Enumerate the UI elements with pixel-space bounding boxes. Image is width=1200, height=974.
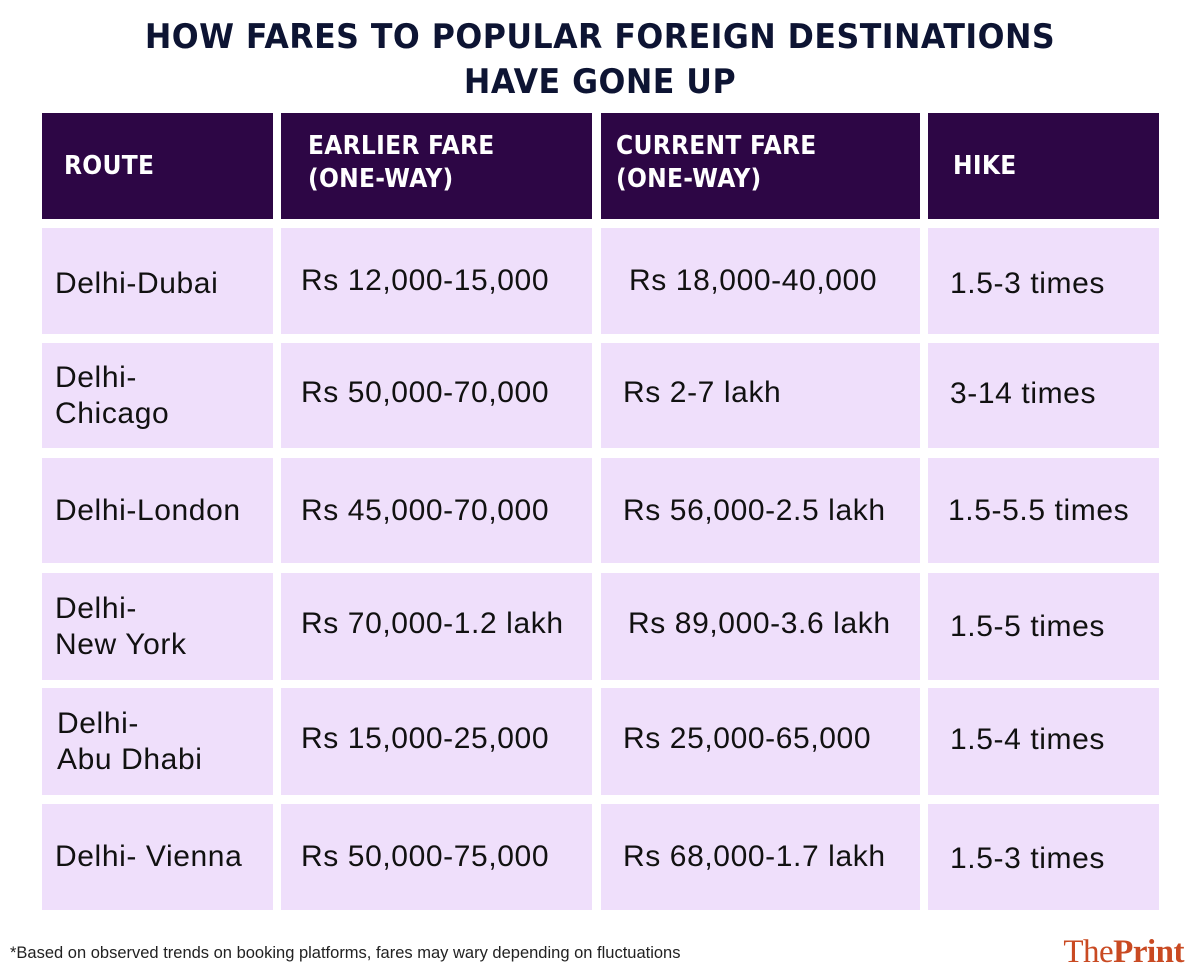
- table-row-current: Rs 18,000-40,000: [601, 228, 920, 334]
- route-text: Delhi- New York: [55, 591, 187, 661]
- header-route-label: ROUTE: [64, 150, 155, 181]
- current-fare-text: Rs 18,000-40,000: [629, 264, 878, 297]
- current-fare-text: Rs 2-7 lakh: [623, 375, 782, 409]
- logo-print: Print: [1113, 934, 1184, 970]
- hike-text: 1.5-5 times: [950, 609, 1105, 643]
- hike-text: 1.5-3 times: [950, 842, 1105, 875]
- earlier-fare-text: Rs 70,000-1.2 lakh: [301, 606, 564, 640]
- table-row-hike: 1.5-3 times: [928, 804, 1159, 910]
- table-row-hike: 1.5-5 times: [928, 573, 1159, 680]
- route-text: Delhi- Chicago: [55, 360, 170, 430]
- header-earlier-fare-label: EARLIER FARE (ONE-WAY): [308, 131, 495, 194]
- header-current-fare-label: CURRENT FARE (ONE-WAY): [616, 131, 817, 194]
- current-fare-text: Rs 56,000-2.5 lakh: [623, 493, 886, 527]
- earlier-fare-text: Rs 45,000-70,000: [301, 493, 550, 527]
- header-current-fare: CURRENT FARE (ONE-WAY): [601, 113, 920, 219]
- header-hike: HIKE: [928, 113, 1159, 219]
- table-row-earlier: Rs 45,000-70,000: [281, 458, 592, 563]
- table-row-current: Rs 25,000-65,000: [601, 688, 920, 795]
- route-text: Delhi- Abu Dhabi: [57, 706, 203, 776]
- table-row-hike: 1.5-3 times: [928, 228, 1159, 334]
- table-row-current: Rs 68,000-1.7 lakh: [601, 804, 920, 910]
- theprint-logo: ThePrint: [1063, 934, 1184, 971]
- title-line-2: HAVE GONE UP: [463, 62, 737, 102]
- table-row-route: Delhi- Vienna: [42, 804, 273, 910]
- footnote: *Based on observed trends on booking pla…: [10, 944, 681, 962]
- earlier-fare-text: Rs 15,000-25,000: [301, 721, 550, 755]
- table-row-route: Delhi- New York: [42, 573, 273, 680]
- table-row-route: Delhi-London: [42, 458, 273, 563]
- earlier-fare-text: Rs 12,000-15,000: [301, 264, 550, 297]
- hike-text: 1.5-4 times: [950, 722, 1105, 756]
- table-row-current: Rs 56,000-2.5 lakh: [601, 458, 920, 563]
- route-text: Delhi-London: [55, 493, 241, 527]
- title-line-1: HOW FARES TO POPULAR FOREIGN DESTINATION…: [144, 17, 1056, 57]
- table-row-current: Rs 89,000-3.6 lakh: [601, 573, 920, 680]
- table-row-hike: 1.5-4 times: [928, 688, 1159, 795]
- table-row-route: Delhi-Dubai: [42, 228, 273, 334]
- route-text: Delhi- Vienna: [55, 840, 243, 873]
- table-row-hike: 1.5-5.5 times: [928, 458, 1159, 563]
- current-fare-text: Rs 68,000-1.7 lakh: [623, 840, 886, 873]
- table-row-hike: 3-14 times: [928, 343, 1159, 448]
- hike-text: 3-14 times: [950, 376, 1097, 410]
- table-row-earlier: Rs 12,000-15,000: [281, 228, 592, 334]
- hike-text: 1.5-3 times: [950, 267, 1105, 300]
- table-row-earlier: Rs 50,000-75,000: [281, 804, 592, 910]
- table-row-earlier: Rs 15,000-25,000: [281, 688, 592, 795]
- earlier-fare-text: Rs 50,000-70,000: [301, 375, 550, 409]
- table-row-route: Delhi- Chicago: [42, 343, 273, 448]
- hike-text: 1.5-5.5 times: [948, 493, 1130, 527]
- current-fare-text: Rs 25,000-65,000: [623, 721, 872, 755]
- table-row-earlier: Rs 70,000-1.2 lakh: [281, 573, 592, 680]
- table-row-route: Delhi- Abu Dhabi: [42, 688, 273, 795]
- header-route: ROUTE: [42, 113, 273, 219]
- earlier-fare-text: Rs 50,000-75,000: [301, 840, 550, 873]
- logo-the: The: [1063, 934, 1114, 970]
- header-earlier-fare: EARLIER FARE (ONE-WAY): [281, 113, 592, 219]
- table-row-current: Rs 2-7 lakh: [601, 343, 920, 448]
- current-fare-text: Rs 89,000-3.6 lakh: [628, 606, 891, 640]
- table-row-earlier: Rs 50,000-70,000: [281, 343, 592, 448]
- route-text: Delhi-Dubai: [55, 267, 219, 300]
- header-hike-label: HIKE: [953, 150, 1017, 181]
